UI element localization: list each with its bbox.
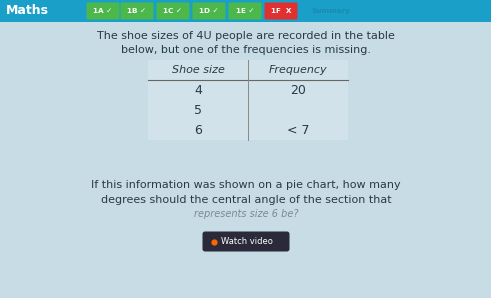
- FancyBboxPatch shape: [202, 232, 290, 252]
- Text: 6: 6: [194, 123, 202, 136]
- Text: The shoe sizes of 4U people are recorded in the table: The shoe sizes of 4U people are recorded…: [97, 31, 395, 41]
- Text: 1C ✓: 1C ✓: [164, 8, 183, 14]
- Text: < 7: < 7: [287, 123, 309, 136]
- Text: below, but one of the frequencies is missing.: below, but one of the frequencies is mis…: [121, 45, 371, 55]
- Text: represents size 6 be?: represents size 6 be?: [194, 209, 298, 219]
- Text: Shoe size: Shoe size: [171, 65, 224, 75]
- Text: 1E ✓: 1E ✓: [236, 8, 254, 14]
- FancyBboxPatch shape: [148, 60, 348, 140]
- Text: 20: 20: [290, 83, 306, 97]
- Text: 1B ✓: 1B ✓: [128, 8, 146, 14]
- Text: Frequency: Frequency: [269, 65, 327, 75]
- Text: 1A ✓: 1A ✓: [93, 8, 112, 14]
- FancyBboxPatch shape: [157, 2, 190, 19]
- Text: 4: 4: [194, 83, 202, 97]
- FancyBboxPatch shape: [86, 2, 119, 19]
- Text: Summary: Summary: [311, 8, 351, 14]
- Text: If this information was shown on a pie chart, how many: If this information was shown on a pie c…: [91, 180, 401, 190]
- Text: 1D ✓: 1D ✓: [199, 8, 219, 14]
- Text: degrees should the central angle of the section that: degrees should the central angle of the …: [101, 195, 391, 205]
- FancyBboxPatch shape: [192, 2, 225, 19]
- FancyBboxPatch shape: [120, 2, 154, 19]
- FancyBboxPatch shape: [0, 0, 491, 22]
- Text: 5: 5: [194, 103, 202, 117]
- FancyBboxPatch shape: [228, 2, 262, 19]
- Text: 1F  X: 1F X: [271, 8, 291, 14]
- Text: Watch video: Watch video: [221, 237, 273, 246]
- FancyBboxPatch shape: [265, 2, 298, 19]
- Text: Maths: Maths: [6, 4, 49, 18]
